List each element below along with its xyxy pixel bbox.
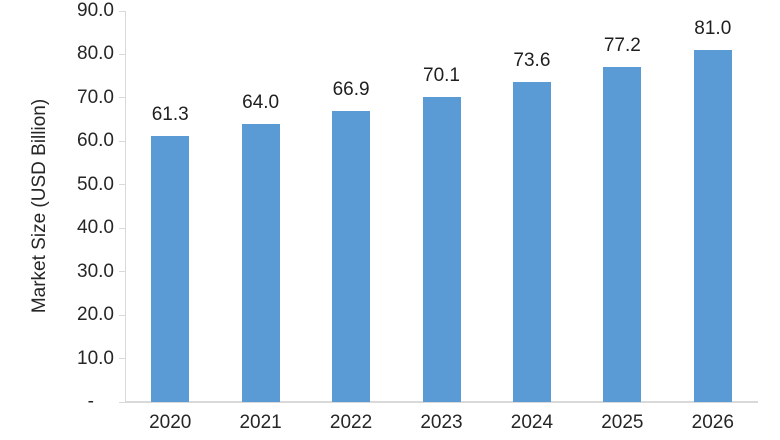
x-category-label: 2026 — [691, 412, 734, 433]
y-tick-label: 60.0 — [77, 130, 114, 152]
bar — [512, 82, 551, 402]
bar-value-label: 73.6 — [513, 50, 551, 72]
y-tick-label: 40.0 — [77, 217, 114, 239]
x-axis-line — [125, 401, 758, 403]
bar-value-label: 81.0 — [694, 18, 732, 40]
x-category-label: 2024 — [510, 412, 554, 433]
y-tick-mark — [119, 140, 125, 142]
bar — [603, 66, 642, 402]
x-category-label: 2020 — [149, 412, 192, 433]
y-tick-mark — [119, 227, 125, 229]
y-tick-label: - — [87, 391, 94, 412]
y-tick-mark — [119, 401, 125, 403]
y-tick-label: 30.0 — [77, 260, 114, 282]
bar-value-label: 70.1 — [423, 65, 460, 87]
y-tick-label: 50.0 — [77, 173, 114, 195]
bar-value-label: 66.9 — [332, 79, 370, 101]
y-tick-label: 10.0 — [77, 347, 114, 369]
y-tick-mark — [119, 97, 125, 99]
bar-value-label: 64.0 — [242, 91, 280, 113]
y-tick-label: 70.0 — [77, 86, 114, 108]
x-category-label: 2022 — [329, 412, 373, 433]
y-tick-mark — [119, 271, 125, 273]
y-tick-label: 80.0 — [77, 43, 114, 65]
y-tick-label: 20.0 — [77, 304, 114, 326]
y-tick-mark — [119, 184, 125, 186]
y-tick-label: 90.0 — [77, 0, 114, 22]
bar — [693, 50, 732, 402]
bar-value-label: 77.2 — [603, 34, 641, 56]
y-tick-mark — [119, 358, 125, 360]
x-category-label: 2023 — [420, 412, 463, 433]
x-category-label: 2025 — [601, 412, 644, 433]
y-tick-mark — [119, 53, 125, 55]
bar — [332, 111, 371, 402]
y-tick-mark — [119, 314, 125, 316]
x-category-label: 2021 — [239, 412, 282, 433]
bar — [241, 123, 280, 402]
y-axis-line — [125, 11, 126, 402]
bar — [422, 97, 461, 402]
bar-value-label: 61.3 — [151, 103, 189, 125]
bar — [151, 135, 190, 402]
y-tick-mark — [119, 10, 125, 12]
